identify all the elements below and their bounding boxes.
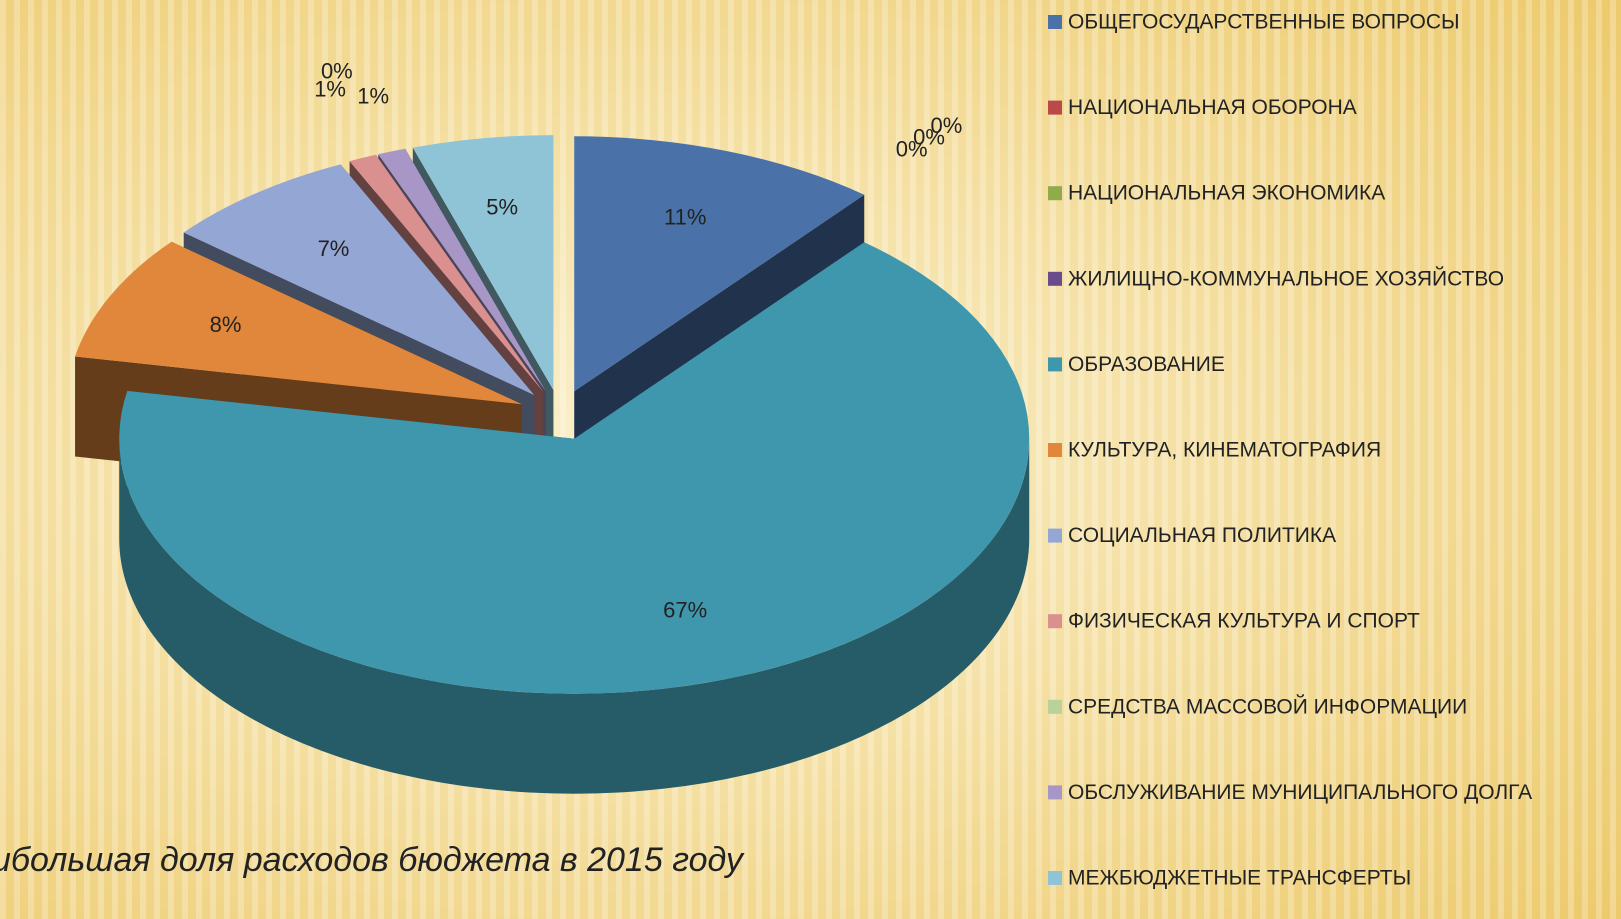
slice: 0% bbox=[896, 136, 928, 161]
legend-label: НАЦИОНАЛЬНАЯ ЭКОНОМИКА bbox=[1068, 182, 1385, 205]
legend-swatch bbox=[1048, 443, 1062, 457]
data-label: 7% bbox=[318, 236, 350, 261]
legend-label: ЖИЛИЩНО-КОММУНАЛЬНОЕ ХОЗЯЙСТВО bbox=[1068, 266, 1504, 290]
slice: 0% bbox=[913, 125, 945, 150]
legend-label: ОБСЛУЖИВАНИЕ МУНИЦИПАЛЬНОГО ДОЛГА bbox=[1068, 781, 1532, 804]
legend: ОБЩЕГОСУДАРСТВЕННЫЕ ВОПРОСЫ НАЦИОНАЛЬНАЯ … bbox=[1048, 11, 1532, 890]
data-label: 8% bbox=[210, 312, 242, 337]
legend-label: НАЦИОНАЛЬНАЯ ОБОРОНА bbox=[1068, 96, 1357, 119]
slice: 0% bbox=[321, 58, 353, 83]
legend-label: КУЛЬТУРА, КИНЕМАТОГРАФИЯ bbox=[1068, 439, 1381, 462]
data-label: 1% bbox=[314, 77, 346, 102]
legend-swatch bbox=[1048, 614, 1062, 629]
legend-label: ОБРАЗОВАНИЕ bbox=[1068, 353, 1225, 376]
slice: 67% bbox=[119, 242, 1030, 794]
data-label: 1% bbox=[357, 83, 389, 108]
legend-label: ОБЩЕГОСУДАРСТВЕННЫЕ ВОПРОСЫ bbox=[1068, 11, 1460, 34]
slice-top bbox=[378, 148, 546, 392]
pie: 5% 11%1%0%1%7%0%0%0%8%67% bbox=[75, 58, 1030, 794]
legend-swatch bbox=[1048, 15, 1062, 29]
slice-top bbox=[349, 154, 544, 392]
slice-top bbox=[119, 242, 1030, 694]
slice-top bbox=[183, 164, 535, 396]
legend-label: СОЦИАЛЬНАЯ ПОЛИТИКА bbox=[1068, 524, 1336, 547]
legend-swatch bbox=[1048, 357, 1062, 372]
data-label: 0% bbox=[896, 136, 928, 161]
data-label: 0% bbox=[931, 113, 963, 138]
slice: 0% bbox=[931, 113, 963, 138]
legend-swatch bbox=[1048, 871, 1062, 885]
data-label: 0% bbox=[913, 125, 945, 150]
slice-top bbox=[75, 241, 522, 405]
data-label: 5% bbox=[486, 195, 518, 220]
legend-swatch bbox=[1048, 785, 1062, 800]
legend-swatch bbox=[1048, 100, 1062, 115]
slice-top bbox=[574, 136, 865, 392]
legend-swatch bbox=[1048, 528, 1062, 543]
data-label: 67% bbox=[663, 597, 707, 622]
data-label: 11% bbox=[664, 204, 706, 229]
legend-label: ФИЗИЧЕСКАЯ КУЛЬТУРА И СПОРТ bbox=[1068, 610, 1420, 633]
legend-label: СРЕДСТВА МАССОВОЙ ИНФОРМАЦИИ bbox=[1068, 694, 1467, 718]
slice-side bbox=[119, 438, 1030, 794]
data-label: 0% bbox=[321, 58, 353, 83]
slice-top bbox=[412, 135, 554, 391]
legend-label: МЕЖБЮДЖЕТНЫЕ ТРАНСФЕРТЫ bbox=[1068, 867, 1411, 890]
chart-title: ибольшая доля расходов бюджета в 2015 го… bbox=[0, 841, 745, 879]
legend-swatch bbox=[1048, 186, 1062, 201]
legend-swatch bbox=[1048, 271, 1062, 286]
legend-swatch bbox=[1048, 699, 1062, 714]
